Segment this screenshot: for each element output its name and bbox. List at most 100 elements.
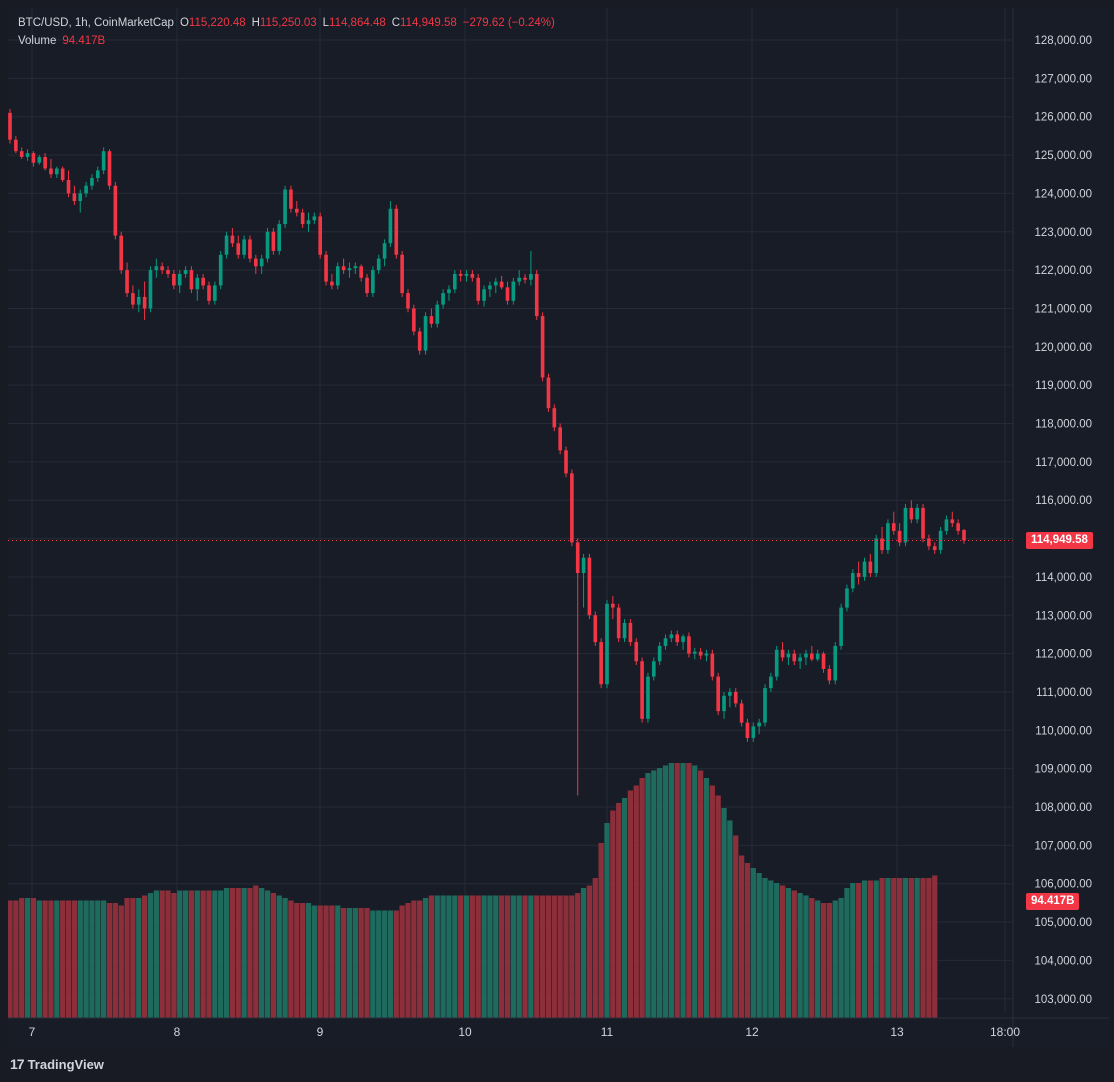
candle-body bbox=[927, 538, 931, 547]
candle-body bbox=[271, 231, 276, 251]
volume-bar bbox=[340, 908, 347, 1018]
volume-bar bbox=[621, 798, 628, 1018]
candle-body bbox=[599, 642, 603, 685]
candle-body bbox=[78, 193, 83, 202]
legend-high-value: 115,250.03 bbox=[259, 17, 317, 29]
candle-body bbox=[757, 722, 761, 727]
candle bbox=[511, 277, 516, 305]
candle-body bbox=[412, 308, 416, 332]
volume-bar bbox=[376, 910, 382, 1018]
candle bbox=[921, 504, 925, 543]
candle-body bbox=[131, 293, 135, 305]
x-tick-label: 11 bbox=[601, 1025, 614, 1039]
candle bbox=[833, 642, 838, 685]
volume-bar bbox=[288, 900, 294, 1018]
volume-bar bbox=[335, 905, 341, 1018]
candle bbox=[306, 212, 311, 232]
y-tick-label: 123,000.00 bbox=[1034, 227, 1092, 239]
candle bbox=[692, 647, 697, 660]
volume-bar bbox=[826, 903, 833, 1018]
candle bbox=[687, 632, 691, 658]
candle bbox=[330, 273, 334, 290]
volume-bar bbox=[83, 900, 89, 1018]
candle bbox=[271, 227, 276, 255]
candle-body bbox=[833, 645, 838, 681]
candle-body bbox=[774, 649, 779, 677]
candle bbox=[60, 166, 65, 182]
volume-bar bbox=[539, 895, 546, 1018]
candle bbox=[72, 185, 77, 205]
volume-bar bbox=[727, 820, 733, 1018]
volume-bar bbox=[19, 898, 25, 1018]
legend-symbol[interactable]: BTC/USD, 1h, CoinMarketCap bbox=[18, 17, 174, 29]
candle bbox=[265, 227, 270, 263]
candle-body bbox=[230, 235, 235, 244]
candle bbox=[31, 151, 36, 167]
candle-body bbox=[464, 273, 469, 276]
volume-bar bbox=[48, 900, 54, 1018]
price-chart-svg[interactable]: 128,000.00 127,000.00 126,000.00 125,000.00… bbox=[8, 8, 1109, 1047]
candle bbox=[810, 645, 814, 662]
candle bbox=[183, 266, 188, 278]
candle-body bbox=[66, 179, 71, 194]
candle bbox=[874, 534, 879, 577]
volume-bar bbox=[311, 905, 317, 1018]
legend-open-value: 115,220.48 bbox=[188, 17, 246, 29]
candle bbox=[663, 634, 668, 650]
candle bbox=[359, 264, 363, 282]
candle-body bbox=[874, 538, 879, 574]
candle-body bbox=[8, 112, 12, 140]
volume-label[interactable]: Volume bbox=[18, 35, 57, 47]
candle bbox=[189, 266, 194, 294]
candle bbox=[540, 312, 545, 382]
candle bbox=[646, 672, 650, 723]
volume-bar bbox=[791, 890, 797, 1018]
legend-change: −279.62 (−0.24%) bbox=[462, 17, 555, 29]
candle bbox=[107, 149, 112, 190]
candle bbox=[14, 135, 18, 154]
volume-bar bbox=[405, 903, 411, 1018]
candle bbox=[651, 657, 656, 681]
volume-bar bbox=[551, 895, 557, 1018]
candle bbox=[452, 270, 457, 294]
candle bbox=[78, 189, 83, 213]
volume-bar bbox=[428, 895, 435, 1018]
volume-bar bbox=[206, 890, 212, 1018]
candle-body bbox=[43, 156, 47, 169]
chart-pane[interactable]: 128,000.00 127,000.00 126,000.00 125,000.00… bbox=[8, 8, 1109, 1047]
tradingview-footer[interactable]: 17 TradingView bbox=[10, 1055, 104, 1073]
volume-value: 94.417B bbox=[62, 35, 106, 47]
ohlc-legend: BTC/USD, 1h, CoinMarketCap O115,220.48 H11… bbox=[18, 17, 561, 29]
candle-body bbox=[154, 266, 159, 271]
volume-bar bbox=[744, 863, 751, 1018]
volume-bar bbox=[785, 888, 792, 1018]
candle-body bbox=[72, 193, 77, 202]
volume-bar bbox=[709, 785, 715, 1018]
volume-bar bbox=[387, 910, 394, 1018]
candle-body bbox=[587, 557, 592, 616]
candle-body bbox=[236, 243, 241, 255]
candle bbox=[552, 404, 557, 432]
volume-bar bbox=[914, 878, 920, 1018]
candle-body bbox=[962, 530, 966, 541]
candle-body bbox=[365, 277, 369, 294]
candle-body bbox=[903, 507, 908, 543]
volume-bar bbox=[534, 895, 540, 1018]
candle-body bbox=[880, 538, 884, 551]
y-tick-label: 126,000.00 bbox=[1034, 112, 1092, 124]
candle bbox=[845, 584, 849, 612]
volume-bar bbox=[733, 835, 739, 1018]
candle bbox=[248, 235, 252, 263]
volume-bar bbox=[270, 893, 277, 1018]
candle bbox=[593, 611, 598, 646]
candle bbox=[113, 181, 118, 240]
volume-bar bbox=[452, 895, 458, 1018]
candle bbox=[804, 649, 808, 666]
candle bbox=[534, 270, 539, 320]
volume-bar bbox=[329, 905, 335, 1018]
volume-bar bbox=[294, 903, 300, 1018]
candle-body bbox=[581, 557, 586, 574]
candle-body bbox=[716, 676, 720, 712]
candle bbox=[640, 657, 644, 723]
candle-body bbox=[728, 691, 732, 696]
